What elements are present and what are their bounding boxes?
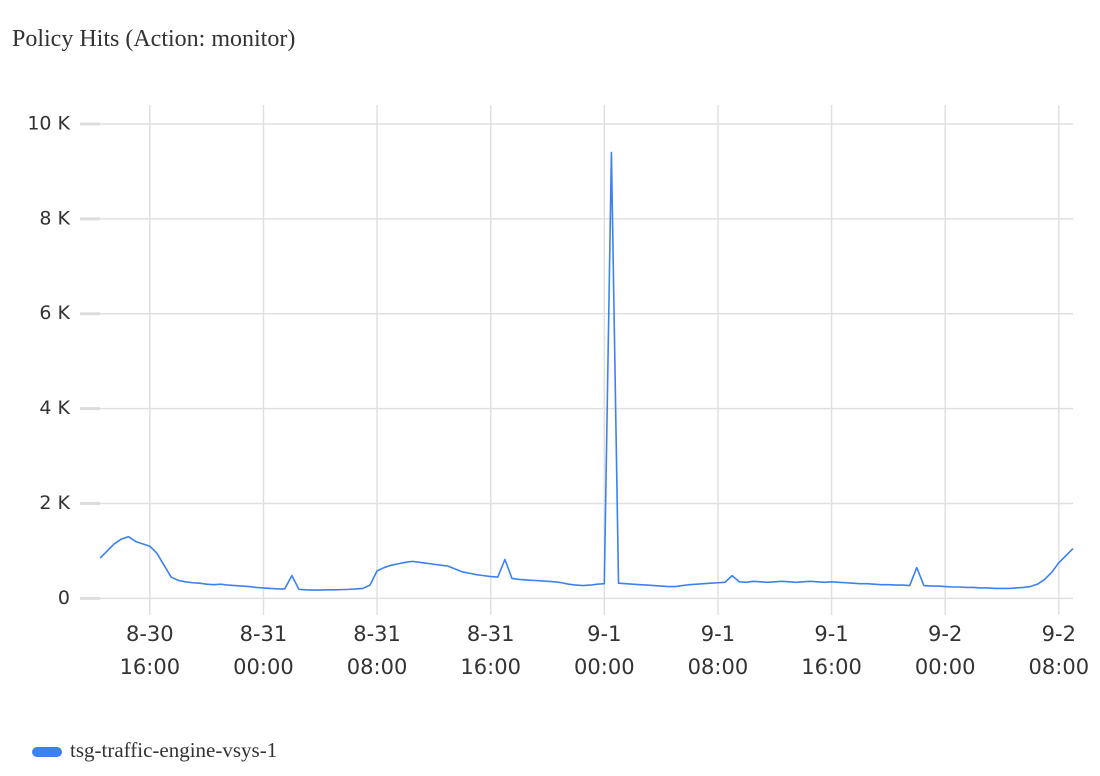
x-tick-label: 9-2 00:00: [914, 622, 976, 679]
legend-swatch: [32, 747, 62, 757]
y-tick-label: 2 K: [39, 492, 70, 514]
x-tick-label: 8-31 08:00: [346, 622, 408, 679]
x-tick-label: 9-1 16:00: [801, 622, 862, 679]
y-tick-label: 4 K: [39, 397, 70, 419]
y-tick-label: 10 K: [27, 112, 70, 134]
x-tick-label: 9-2 08:00: [1028, 622, 1090, 679]
y-tick-label: 8 K: [39, 207, 70, 229]
y-tick-label: 6 K: [39, 302, 70, 324]
legend-label: tsg-traffic-engine-vsys-1: [70, 738, 277, 762]
x-tick-label: 8-31 16:00: [460, 622, 521, 679]
data-line: [99, 151, 1074, 591]
x-tick-label: 9-1 08:00: [687, 622, 749, 679]
y-tick-label: 0: [58, 587, 70, 609]
x-tick-label: 8-31 00:00: [233, 622, 294, 679]
x-tick-label: 8-30 16:00: [119, 622, 181, 679]
x-tick-label: 9-1 00:00: [574, 622, 635, 679]
chart-title: Policy Hits (Action: monitor): [12, 26, 295, 52]
